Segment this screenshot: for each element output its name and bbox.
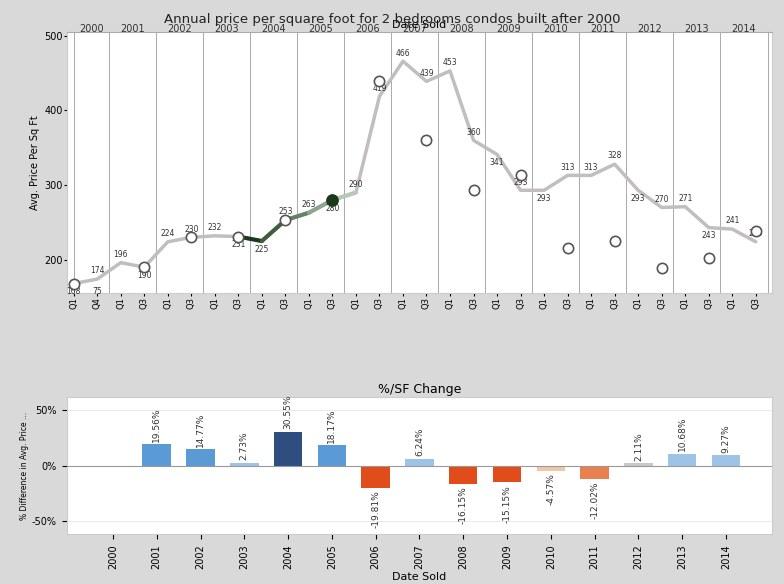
Point: [138, 262, 151, 272]
Bar: [712, 456, 740, 465]
Text: 293: 293: [631, 194, 645, 203]
Text: 2011: 2011: [590, 25, 615, 34]
Text: 313: 313: [584, 163, 598, 172]
Text: 190: 190: [137, 271, 151, 280]
Text: 2004: 2004: [261, 25, 286, 34]
Text: 225: 225: [255, 245, 269, 254]
Text: 360: 360: [466, 128, 481, 137]
Text: 280: 280: [325, 204, 339, 213]
Text: 2009: 2009: [496, 25, 521, 34]
Y-axis label: Avg. Price Per Sq Ft: Avg. Price Per Sq Ft: [30, 115, 40, 210]
Text: 2002: 2002: [167, 25, 192, 34]
Text: 2000: 2000: [79, 25, 103, 34]
Bar: [274, 432, 303, 465]
Text: 2.11%: 2.11%: [634, 432, 643, 461]
Text: 224: 224: [749, 229, 763, 238]
Text: 2013: 2013: [684, 25, 710, 34]
Point: [467, 186, 480, 195]
Point: [561, 243, 574, 252]
Text: 10.68%: 10.68%: [677, 417, 687, 451]
Point: [750, 226, 762, 235]
Point: [608, 237, 621, 246]
Point: [326, 195, 339, 204]
Text: 341: 341: [490, 158, 504, 167]
Point: [185, 232, 198, 242]
Text: 2006: 2006: [355, 25, 380, 34]
Point: [373, 77, 386, 86]
Text: Annual price per square foot for 2 bedrooms condos built after 2000: Annual price per square foot for 2 bedro…: [164, 13, 620, 26]
Text: 270: 270: [655, 194, 669, 204]
Text: 453: 453: [443, 58, 457, 67]
Text: 271: 271: [678, 194, 692, 203]
Point: [232, 232, 245, 241]
Text: 2001: 2001: [120, 25, 145, 34]
Bar: [449, 465, 477, 484]
Text: 2008: 2008: [449, 25, 474, 34]
Bar: [624, 463, 652, 465]
Point: [326, 195, 339, 204]
Bar: [493, 465, 521, 482]
Bar: [405, 458, 434, 465]
Bar: [536, 465, 565, 471]
Bar: [668, 454, 696, 465]
Text: 2012: 2012: [637, 25, 662, 34]
Text: 168: 168: [67, 287, 81, 296]
Text: 9.27%: 9.27%: [721, 425, 731, 453]
Point: [655, 263, 668, 273]
Bar: [143, 444, 171, 465]
Text: 232: 232: [208, 223, 222, 232]
Text: -16.15%: -16.15%: [459, 486, 468, 524]
Text: 19.56%: 19.56%: [152, 407, 162, 442]
Text: 174: 174: [90, 266, 104, 276]
Text: -4.57%: -4.57%: [546, 473, 555, 505]
Text: 18.17%: 18.17%: [328, 409, 336, 443]
Text: 2014: 2014: [731, 25, 757, 34]
Text: 2.73%: 2.73%: [240, 432, 249, 460]
Text: 2003: 2003: [214, 25, 239, 34]
Text: 263: 263: [302, 200, 316, 209]
Text: 196: 196: [114, 250, 128, 259]
Bar: [187, 449, 215, 465]
X-axis label: Date Sold: Date Sold: [392, 572, 447, 582]
Point: [702, 253, 715, 263]
Text: 293: 293: [514, 178, 528, 187]
Text: -12.02%: -12.02%: [590, 481, 599, 519]
Text: 224: 224: [161, 229, 175, 238]
Bar: [230, 463, 259, 465]
Text: 241: 241: [725, 217, 739, 225]
Text: 75: 75: [93, 287, 102, 296]
Title: %/SF Change: %/SF Change: [378, 383, 461, 396]
Bar: [361, 465, 390, 488]
Y-axis label: % Difference in Avg. Price ...: % Difference in Avg. Price ...: [20, 412, 29, 520]
Text: 466: 466: [396, 48, 410, 57]
Text: 253: 253: [278, 207, 292, 217]
Text: -19.81%: -19.81%: [371, 490, 380, 528]
Text: 230: 230: [184, 225, 198, 234]
Text: 2007: 2007: [402, 25, 427, 34]
Text: 313: 313: [561, 163, 575, 172]
Text: 439: 439: [419, 69, 434, 78]
Bar: [318, 446, 346, 465]
Point: [279, 215, 292, 225]
Text: 293: 293: [537, 194, 551, 203]
Point: [420, 135, 433, 145]
Text: 231: 231: [231, 240, 245, 249]
Text: 14.77%: 14.77%: [196, 412, 205, 447]
Title: Date Sold: Date Sold: [392, 20, 447, 30]
Text: 328: 328: [608, 151, 622, 161]
Text: 419: 419: [372, 84, 387, 93]
Text: 2005: 2005: [308, 25, 333, 34]
Text: 243: 243: [702, 231, 716, 241]
Text: 2010: 2010: [543, 25, 568, 34]
Text: 290: 290: [349, 180, 363, 189]
Point: [67, 279, 80, 288]
Bar: [580, 465, 609, 479]
Point: [514, 171, 527, 180]
Text: 30.55%: 30.55%: [284, 395, 292, 429]
Text: 6.24%: 6.24%: [415, 427, 424, 456]
Text: -15.15%: -15.15%: [503, 485, 511, 523]
